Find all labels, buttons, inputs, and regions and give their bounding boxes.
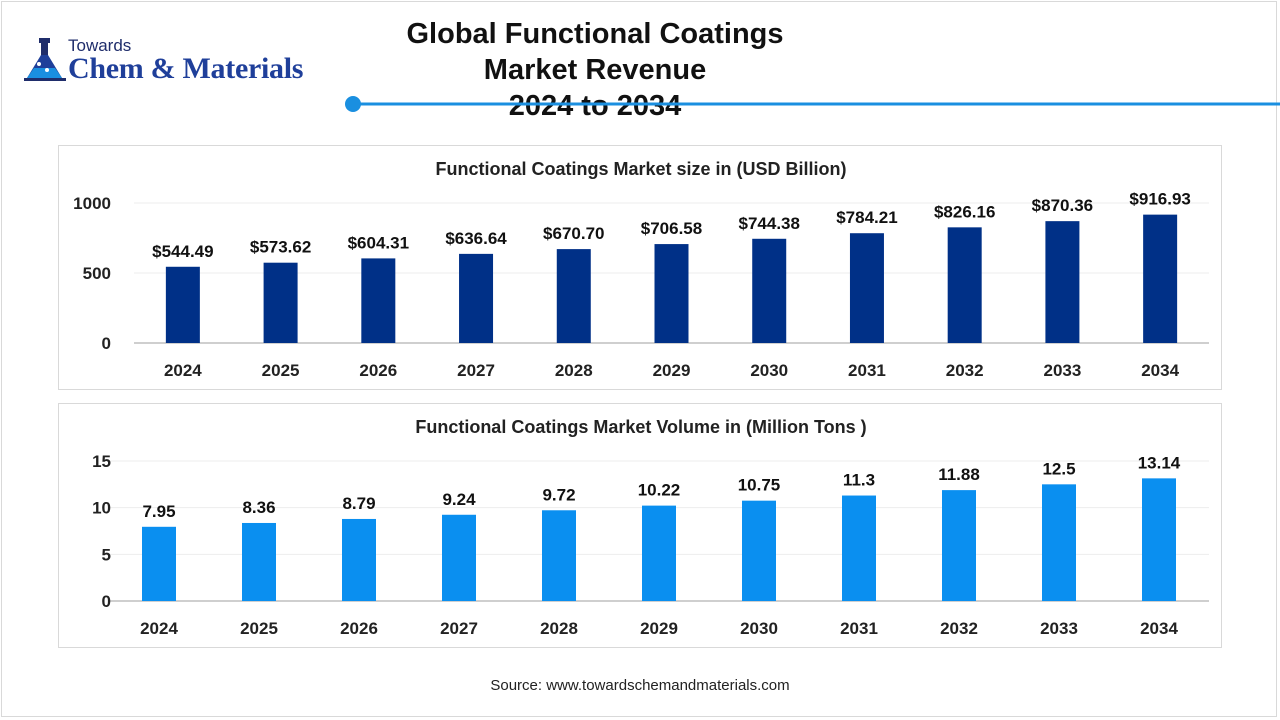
data-label-2028: $670.70 — [543, 224, 604, 243]
title-line-1: Global Functional Coatings Market Revenu… — [406, 18, 784, 86]
data-label-2025: 8.36 — [242, 498, 275, 517]
y-tick-label: 1000 — [73, 194, 111, 213]
y-tick-label: 0 — [102, 334, 111, 353]
x-tick-label-2029: 2029 — [640, 619, 678, 638]
bar-2034 — [1143, 214, 1178, 343]
data-label-2034: 13.14 — [1138, 453, 1181, 472]
x-tick-label-2033: 2033 — [1040, 619, 1078, 638]
data-label-2029: 10.22 — [638, 481, 681, 500]
x-tick-label-2025: 2025 — [262, 361, 300, 380]
page-title: Global Functional Coatings Market Revenu… — [400, 16, 790, 124]
title-line-2: 2024 to 2034 — [508, 90, 682, 122]
bar-2026 — [342, 518, 376, 601]
bar-2034 — [1142, 478, 1176, 601]
bar-2030 — [742, 500, 776, 601]
x-tick-label-2032: 2032 — [940, 619, 978, 638]
market-size-chart: Functional Coatings Market size in (USD … — [73, 159, 1209, 380]
bar-2027 — [442, 514, 476, 601]
x-tick-label-2029: 2029 — [653, 361, 691, 380]
flask-icon — [24, 38, 66, 81]
bar-2028 — [556, 249, 591, 343]
data-label-2031: 11.3 — [843, 471, 875, 490]
bar-2032 — [947, 227, 982, 343]
market-volume-chart: Functional Coatings Market Volume in (Mi… — [92, 417, 1209, 638]
x-tick-label-2033: 2033 — [1043, 361, 1081, 380]
data-label-2027: $636.64 — [445, 229, 507, 248]
x-tick-label-2030: 2030 — [750, 361, 788, 380]
data-label-2025: $573.62 — [250, 238, 311, 257]
y-tick-label: 0 — [102, 592, 111, 611]
bar-2031 — [842, 495, 876, 601]
bar-2030 — [752, 238, 787, 343]
data-label-2026: 8.79 — [342, 494, 375, 513]
data-label-2034: $916.93 — [1129, 190, 1190, 209]
x-tick-label-2026: 2026 — [359, 361, 397, 380]
bar-2024 — [142, 526, 176, 601]
bar-2032 — [942, 490, 976, 601]
x-tick-label-2034: 2034 — [1140, 619, 1178, 638]
chart-panel-size: Functional Coatings Market size in (USD … — [58, 145, 1222, 390]
data-label-2032: 11.88 — [938, 465, 980, 484]
bar-2025 — [242, 522, 276, 601]
logo-brand-text: Chem & Materials — [68, 52, 304, 85]
chart-title: Functional Coatings Market Volume in (Mi… — [415, 417, 866, 437]
data-label-2030: $744.38 — [739, 214, 800, 233]
chart-panel-volume: Functional Coatings Market Volume in (Mi… — [58, 403, 1222, 648]
x-tick-label-2025: 2025 — [240, 619, 278, 638]
y-tick-label: 500 — [83, 264, 111, 283]
x-tick-label-2031: 2031 — [848, 361, 886, 380]
chart-title: Functional Coatings Market size in (USD … — [435, 159, 846, 179]
source-note: Source: www.towardschemandmaterials.com — [490, 677, 790, 694]
bar-2033 — [1045, 221, 1080, 343]
data-label-2024: $544.49 — [152, 242, 213, 261]
brand-logo: Towards Chem & Materials — [22, 36, 342, 92]
bar-2029 — [642, 505, 676, 601]
data-label-2029: $706.58 — [641, 219, 702, 238]
data-label-2026: $604.31 — [348, 233, 409, 252]
data-label-2030: 10.75 — [738, 476, 781, 495]
y-tick-label: 15 — [92, 452, 111, 471]
bar-2028 — [542, 510, 576, 601]
y-tick-label: 10 — [92, 499, 111, 518]
data-label-2033: 12.5 — [1042, 459, 1075, 478]
x-tick-label-2031: 2031 — [840, 619, 878, 638]
x-tick-label-2027: 2027 — [457, 361, 495, 380]
title-accent-rule — [345, 96, 1280, 112]
x-tick-label-2027: 2027 — [440, 619, 478, 638]
data-label-2024: 7.95 — [142, 502, 175, 521]
x-tick-label-2024: 2024 — [164, 361, 202, 380]
x-tick-label-2030: 2030 — [740, 619, 778, 638]
x-tick-label-2026: 2026 — [340, 619, 378, 638]
logo-towards-text: Towards — [68, 36, 132, 55]
x-tick-label-2024: 2024 — [140, 619, 178, 638]
bar-2024 — [165, 266, 200, 343]
x-tick-label-2028: 2028 — [555, 361, 593, 380]
data-label-2027: 9.24 — [442, 490, 476, 509]
y-tick-label: 5 — [102, 545, 111, 564]
data-label-2033: $870.36 — [1032, 196, 1093, 215]
x-tick-label-2028: 2028 — [540, 619, 578, 638]
bar-2027 — [459, 253, 494, 343]
data-label-2031: $784.21 — [836, 208, 897, 227]
x-tick-label-2034: 2034 — [1141, 361, 1179, 380]
data-label-2032: $826.16 — [934, 202, 995, 221]
bar-2025 — [263, 262, 298, 343]
data-label-2028: 9.72 — [542, 485, 575, 504]
bar-2033 — [1042, 484, 1076, 601]
bar-2029 — [654, 244, 689, 343]
x-tick-label-2032: 2032 — [946, 361, 984, 380]
bar-2026 — [361, 258, 396, 343]
bar-2031 — [849, 233, 884, 343]
